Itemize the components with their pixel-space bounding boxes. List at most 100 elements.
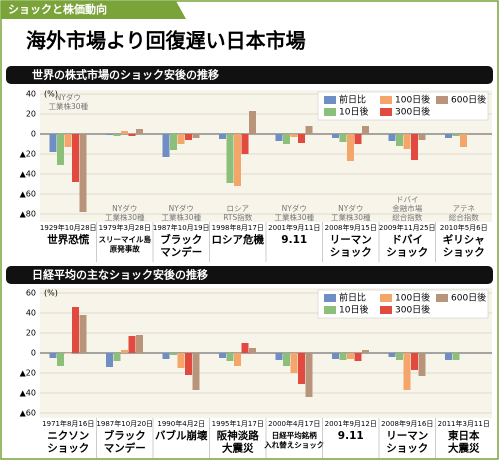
page-title: 海外市場より回復遅い日本市場 [26, 29, 306, 53]
legend-label: 10日後 [339, 304, 368, 316]
index-label: NYダウ [56, 92, 81, 102]
event-name: ドバイ [392, 234, 424, 246]
y-tick-label: 60 [26, 289, 36, 298]
index-label: ロシア [227, 204, 250, 213]
legend-label: 前日比 [339, 292, 366, 304]
index-label: 工業株30種 [105, 212, 145, 222]
index-label: アテネ [453, 204, 476, 213]
x-tick-label: 2001年9月12日 [325, 419, 377, 428]
bar [226, 134, 234, 183]
bar [347, 353, 354, 359]
section-header [6, 66, 493, 84]
bar [339, 134, 347, 142]
bar [347, 134, 354, 161]
event-name: ロシア危機 [212, 233, 265, 246]
legend-swatch [324, 108, 336, 116]
bar [460, 134, 467, 147]
legend-swatch [324, 96, 336, 104]
index-label: 金融市場 [392, 203, 422, 213]
legend-label: 前日比 [339, 94, 366, 106]
legend-swatch [436, 96, 448, 104]
event-name: バブル崩壊 [155, 429, 208, 442]
y-tick-label: 20 [26, 110, 36, 119]
y-tick-label: 40 [26, 309, 36, 318]
event-name: ショック [386, 247, 428, 259]
x-tick-label: 1929年10月28日 [40, 223, 97, 232]
bar [106, 134, 113, 135]
bar [113, 353, 121, 361]
index-label: 総合指数 [392, 212, 422, 222]
y-tick-label: ▲40 [20, 389, 36, 398]
bar [452, 134, 460, 136]
index-label: 工業株30種 [48, 101, 88, 111]
event-name: 阪神淡路 [217, 429, 259, 442]
bar [275, 134, 283, 141]
legend-label: 300日後 [395, 106, 430, 118]
bar [305, 353, 313, 397]
bar [332, 134, 339, 138]
unit-label: (%) [44, 90, 58, 99]
index-label: 工業株30種 [274, 212, 314, 222]
bar [396, 134, 403, 146]
bar [106, 353, 113, 367]
y-tick-label: ▲40 [20, 170, 36, 179]
legend-label: 100日後 [395, 292, 430, 304]
bar [121, 131, 128, 134]
x-tick-label: 2008年9月15日 [325, 223, 377, 232]
section-title: 日経平均の主なショック安後の推移 [32, 268, 208, 282]
bar [128, 134, 136, 136]
bar [79, 134, 87, 212]
bar [162, 134, 170, 157]
index-label: NYダウ [338, 203, 363, 213]
bar [388, 353, 396, 357]
unit-label: (%) [44, 289, 58, 298]
bar [185, 353, 192, 375]
x-tick-label: 1987年10月20日 [96, 419, 153, 428]
y-tick-label: ▲60 [20, 190, 36, 199]
event-name: 原発事故 [110, 244, 140, 254]
bar [64, 353, 72, 354]
legend-swatch [324, 306, 336, 314]
bar [162, 353, 170, 359]
x-tick-label: 2001年9月11日 [268, 223, 320, 232]
bar [332, 353, 339, 359]
bar [452, 353, 460, 360]
event-name: 9.11 [281, 234, 307, 246]
x-tick-label: 2010年5月6日 [440, 223, 488, 232]
index-label: NYダウ [112, 203, 137, 213]
y-tick-label: ▲80 [20, 210, 36, 219]
bar [72, 307, 79, 353]
bar [283, 353, 290, 366]
bar [445, 353, 452, 360]
index-label: NYダウ [282, 203, 307, 213]
index-label: 工業株30種 [331, 212, 371, 222]
x-tick-label: 2011年3月11日 [438, 419, 490, 428]
tab-text: ショックと株価動向 [8, 2, 107, 16]
event-name: スリーマイル島 [99, 234, 152, 244]
event-name: ギリシャ [443, 233, 485, 246]
bar [177, 134, 185, 144]
y-tick-label: ▲60 [20, 409, 36, 418]
legend-swatch [324, 294, 336, 302]
legend-label: 100日後 [395, 94, 430, 106]
bar [121, 350, 128, 353]
bar [219, 134, 226, 139]
event-name: マンデー [104, 442, 146, 455]
event-name: 9.11 [338, 430, 364, 442]
event-name: マンデー [160, 246, 202, 259]
legend-box [317, 289, 489, 319]
x-tick-label: 1998年8月17日 [212, 223, 264, 232]
index-label: ドバイ [396, 195, 419, 204]
section-header [6, 266, 493, 284]
bar [249, 111, 256, 134]
legend-swatch [380, 96, 392, 104]
bar [170, 134, 177, 150]
bar [445, 134, 452, 138]
index-label: 工業株30種 [161, 212, 201, 222]
bar [362, 126, 369, 134]
event-name: ブラック [104, 429, 146, 442]
bar [362, 350, 369, 353]
index-label: RTS指数 [223, 212, 253, 222]
bar [411, 134, 418, 160]
